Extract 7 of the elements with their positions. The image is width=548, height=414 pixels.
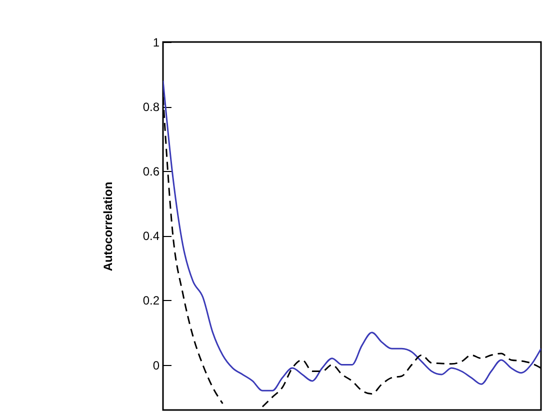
y-tick-label: 0 <box>152 358 160 372</box>
y-tick-label: 0.2 <box>142 294 160 308</box>
y-axis-title: Autocorrelation <box>100 182 115 272</box>
y-tick-label: 0.4 <box>142 229 160 244</box>
y-tick-label: 1 <box>152 36 160 50</box>
y-tick-label: 0.8 <box>142 100 160 114</box>
y-tick-label: 0.6 <box>142 164 160 179</box>
